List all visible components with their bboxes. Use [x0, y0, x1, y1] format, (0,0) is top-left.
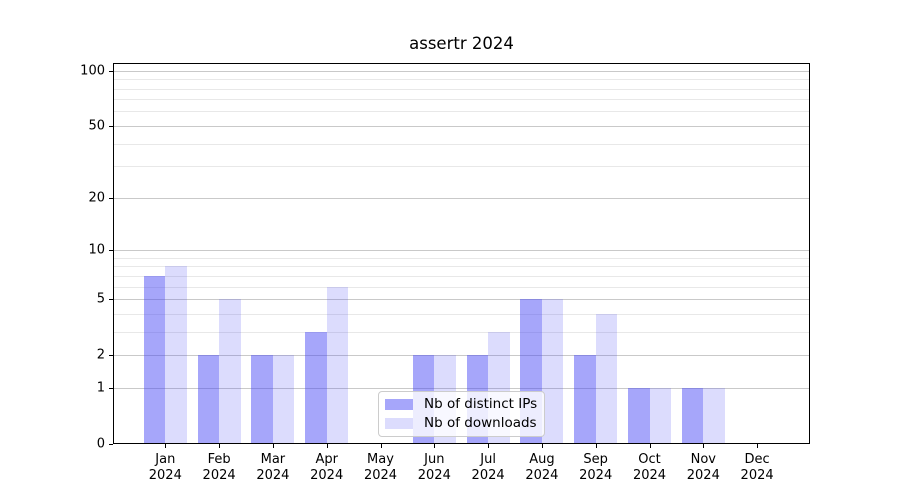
legend-swatch-downloads	[385, 418, 413, 429]
x-tick-label-jun: Jun 2024	[417, 452, 451, 483]
bar-distinct-ips-nov	[681, 387, 704, 444]
y-tickmark-50	[109, 125, 113, 127]
x-tick-label-oct: Oct 2024	[632, 452, 667, 483]
x-tickmark-dec	[757, 444, 759, 448]
x-tickmark-jul	[488, 444, 490, 448]
legend-item-distinct-ips: Nb of distinct IPs	[385, 396, 538, 412]
bar-distinct-ips-feb	[197, 355, 220, 444]
x-tick-label-feb: Feb 2024	[202, 452, 236, 483]
x-tickmark-mar	[272, 444, 274, 448]
bar-downloads-aug	[541, 299, 564, 444]
legend-label-distinct-ips: Nb of distinct IPs	[424, 396, 538, 412]
gridline-minor-3	[113, 331, 810, 333]
x-tick-label-nov: Nov 2024	[686, 452, 720, 483]
bar-downloads-feb	[219, 299, 241, 444]
y-tickmark-2	[109, 355, 113, 357]
gridline-major-1	[113, 387, 810, 389]
gridline-major-10	[113, 250, 810, 251]
gridline-major-2	[113, 355, 810, 357]
x-tick-label-jul: Jul 2024	[471, 452, 505, 483]
x-tickmark-sep	[595, 444, 597, 448]
gridline-major-50	[113, 125, 810, 127]
x-tickmark-feb	[219, 444, 221, 448]
bar-downloads-apr	[326, 286, 349, 444]
gridline-minor-60	[113, 111, 810, 113]
x-tickmark-jun	[434, 444, 436, 448]
bar-downloads-jan	[165, 266, 187, 444]
bar-downloads-sep	[595, 313, 618, 444]
bar-distinct-ips-mar	[251, 355, 273, 444]
legend-item-downloads: Nb of downloads	[385, 415, 537, 431]
x-tick-label-jan: Jan 2024	[148, 452, 182, 483]
gridline-minor-70	[113, 99, 810, 101]
x-tickmark-oct	[649, 444, 651, 448]
y-tickmark-0	[109, 444, 113, 445]
gridline-minor-7	[113, 275, 810, 277]
gridline-minor-4	[113, 313, 810, 315]
x-tick-label-mar: Mar 2024	[256, 452, 290, 483]
gridline-major-5	[113, 299, 810, 300]
y-tickmark-100	[109, 70, 113, 72]
bar-downloads-mar	[272, 355, 295, 444]
y-tickmark-10	[109, 250, 113, 251]
y-tick-label-1: 1	[96, 380, 105, 396]
y-tick-label-100: 100	[80, 63, 105, 79]
bar-distinct-ips-oct	[628, 387, 650, 444]
bar-distinct-ips-jan	[143, 275, 166, 444]
bar-distinct-ips-apr	[305, 331, 327, 444]
gridline-minor-9	[113, 257, 810, 259]
chart-title: assertr 2024	[409, 34, 514, 53]
legend: Nb of distinct IPs Nb of downloads	[378, 391, 545, 437]
bar-distinct-ips-sep	[574, 355, 596, 444]
gridline-minor-90	[113, 79, 810, 81]
bar-downloads-nov	[703, 387, 725, 444]
y-tickmark-1	[109, 387, 113, 389]
gridline-minor-40	[113, 143, 810, 145]
gridline-minor-6	[113, 286, 810, 288]
legend-label-downloads: Nb of downloads	[424, 415, 537, 431]
gridline-major-100	[113, 70, 810, 72]
x-tickmark-may	[380, 444, 382, 448]
y-tickmark-5	[109, 299, 113, 300]
x-tickmark-aug	[541, 444, 543, 448]
legend-swatch-distinct-ips	[385, 399, 413, 410]
y-tick-label-50: 50	[88, 118, 105, 134]
gridline-minor-80	[113, 88, 810, 90]
y-tick-label-0: 0	[96, 436, 105, 452]
x-tick-label-may: May 2024	[363, 452, 398, 483]
x-tick-label-aug: Aug 2024	[525, 452, 559, 483]
gridline-minor-8	[113, 266, 810, 268]
y-tick-label-5: 5	[96, 291, 105, 307]
x-tickmark-apr	[326, 444, 328, 448]
y-tick-label-2: 2	[96, 347, 105, 363]
gridline-major-20	[113, 197, 810, 199]
x-tick-label-sep: Sep 2024	[579, 452, 613, 483]
x-tickmark-jan	[165, 444, 167, 448]
gridline-minor-30	[113, 166, 810, 168]
x-tick-label-apr: Apr 2024	[310, 452, 344, 483]
x-tick-label-dec: Dec 2024	[740, 452, 774, 483]
y-tick-label-10: 10	[88, 242, 105, 258]
y-tickmark-20	[109, 197, 113, 199]
y-tick-label-20: 20	[88, 190, 105, 206]
x-tickmark-nov	[703, 444, 705, 448]
bar-downloads-oct	[649, 387, 671, 444]
